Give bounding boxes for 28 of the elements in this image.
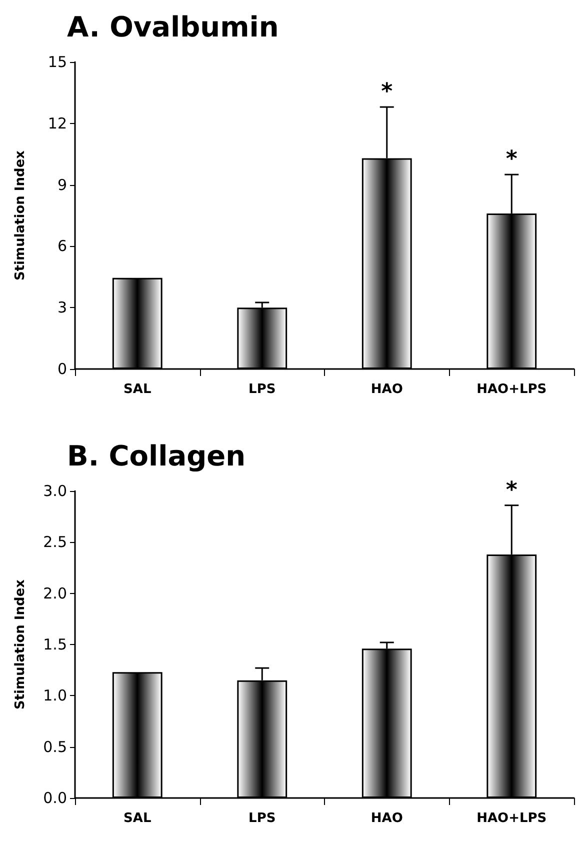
y-tick-label: 0	[57, 360, 67, 378]
y-tick-label: 9	[57, 176, 67, 194]
x-tick-label: HAO+LPS	[476, 382, 547, 397]
y-tick-label: 1.5	[43, 636, 67, 654]
y-tick-label: 2.0	[43, 584, 67, 602]
annotation: *	[506, 147, 518, 172]
y-tick-label: 0.0	[43, 789, 67, 807]
y-tick-label: 0.5	[43, 738, 67, 756]
x-tick-label: LPS	[248, 811, 276, 826]
annotation: *	[381, 80, 394, 105]
y-axis-title: Stimulation Index	[13, 578, 28, 710]
y-tick-label: 3	[57, 298, 67, 317]
x-tick-label: HAO+LPS	[476, 811, 547, 826]
x-tick-label: SAL	[124, 382, 152, 397]
x-tick-label: SAL	[124, 811, 152, 826]
y-axis-title: Stimulation Index	[13, 150, 28, 281]
y-tick-label: 2.5	[43, 533, 67, 552]
chart-title: B. Collagen	[67, 440, 246, 472]
annotation: *	[506, 478, 518, 503]
chart-title: A. Ovalbumin	[67, 10, 279, 44]
y-tick-label: 6	[57, 237, 67, 256]
x-tick-label: HAO	[370, 382, 403, 397]
x-tick-label: HAO	[370, 811, 403, 826]
y-tick-label: 15	[48, 53, 67, 71]
y-tick-label: 1.0	[43, 686, 67, 705]
y-tick-label: 3.0	[43, 482, 67, 500]
x-tick-label: LPS	[248, 382, 276, 397]
y-tick-label: 12	[48, 114, 67, 132]
